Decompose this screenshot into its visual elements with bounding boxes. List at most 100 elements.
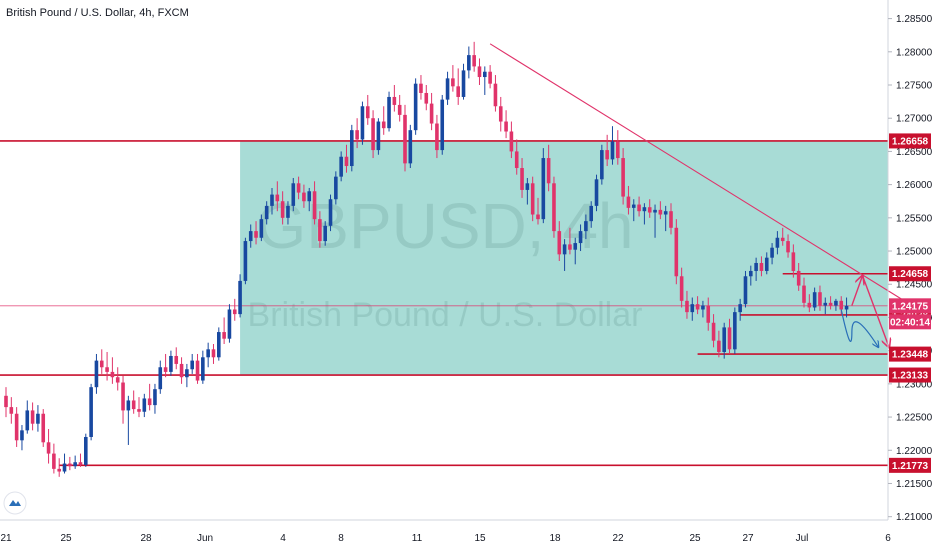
candle xyxy=(413,78,418,135)
candle-body xyxy=(738,304,742,313)
price-badge xyxy=(889,314,931,330)
candle xyxy=(296,176,301,200)
x-tick-label: 4 xyxy=(280,533,286,544)
candle xyxy=(807,294,812,313)
candle-body xyxy=(802,285,806,303)
price-badge-label: 1.23133 xyxy=(892,371,929,382)
candle xyxy=(142,393,147,418)
candle xyxy=(600,144,604,185)
candle xyxy=(381,106,386,135)
candle xyxy=(121,375,125,424)
candle xyxy=(89,383,93,441)
x-ticks: 21 25 28 Jun 4 8 11 15 18 22 25 27 Jul 6 xyxy=(0,533,891,544)
candle xyxy=(440,94,445,155)
candle-body xyxy=(371,118,375,151)
candle xyxy=(780,227,785,246)
candle xyxy=(594,174,599,212)
candle xyxy=(41,409,46,447)
candle-body xyxy=(355,130,359,140)
candle-body xyxy=(227,309,232,339)
candle-body xyxy=(658,209,663,215)
candle-body xyxy=(557,231,562,255)
x-tick-label: 6 xyxy=(885,533,891,544)
candle-body xyxy=(84,436,88,465)
candle xyxy=(796,262,801,291)
projection-up-arrow xyxy=(851,276,863,306)
candle xyxy=(791,244,796,278)
candle xyxy=(562,239,567,271)
candle-body xyxy=(605,150,609,160)
candle-body xyxy=(578,231,583,244)
candle-body xyxy=(153,389,157,406)
candle-body xyxy=(275,194,280,202)
candle-body xyxy=(142,398,147,412)
candle-body xyxy=(328,199,333,226)
candle xyxy=(637,196,641,217)
trendline-layer xyxy=(489,43,932,319)
candle-body xyxy=(217,332,221,358)
candle xyxy=(509,121,514,159)
candle-body xyxy=(30,410,35,424)
candle xyxy=(424,85,429,111)
candle xyxy=(201,350,205,384)
candle-body xyxy=(392,96,397,105)
candle xyxy=(365,94,370,125)
candle xyxy=(552,176,556,238)
candle-body xyxy=(594,179,599,206)
candle xyxy=(131,390,136,414)
candle-body xyxy=(610,141,615,160)
x-tick-label: 8 xyxy=(338,533,344,544)
support-resistance-zone xyxy=(240,140,888,376)
price-badge-label: 1.23448 xyxy=(892,350,929,361)
price-badge xyxy=(889,298,931,314)
candle-body xyxy=(759,262,764,271)
candle xyxy=(126,395,131,445)
candle xyxy=(163,353,168,378)
candle-body xyxy=(754,262,758,271)
candle xyxy=(642,203,647,225)
candle-body xyxy=(179,363,184,378)
candle xyxy=(195,353,200,384)
candle xyxy=(844,297,849,318)
candle-body xyxy=(823,302,828,306)
y-tick-label: 1.25000 xyxy=(896,247,932,258)
candle xyxy=(227,304,232,343)
candle xyxy=(663,205,668,232)
projection-down-arrow xyxy=(861,275,890,348)
y-tick-label: 1.22000 xyxy=(896,446,932,457)
candle-body xyxy=(477,66,482,78)
candle xyxy=(477,58,482,86)
candle xyxy=(392,85,397,112)
candle-body xyxy=(514,151,519,169)
candle xyxy=(355,118,359,149)
candle-body xyxy=(46,442,51,454)
candle-body xyxy=(663,211,668,215)
candle xyxy=(211,344,216,364)
candle xyxy=(57,458,61,477)
candle-body xyxy=(637,204,641,212)
tradingview-logo-icon[interactable] xyxy=(3,491,27,515)
candle xyxy=(350,124,354,172)
candle xyxy=(711,314,716,348)
candle xyxy=(254,221,258,245)
candle-body xyxy=(498,106,503,122)
x-tick-label: 28 xyxy=(140,533,152,544)
candle-body xyxy=(456,86,460,97)
candle-body xyxy=(62,463,67,472)
candle-body xyxy=(435,123,439,151)
candle-body xyxy=(844,305,849,310)
candle-body xyxy=(163,367,168,372)
candle-body xyxy=(185,369,189,378)
candle xyxy=(323,221,327,246)
candle-body xyxy=(25,410,30,431)
candle-body xyxy=(174,355,179,364)
candle xyxy=(110,357,115,384)
candle xyxy=(9,397,14,424)
candle-body xyxy=(296,183,301,193)
price-badges: 1.266581.246581.240381.234481.231331.217… xyxy=(889,133,931,473)
candle-body xyxy=(365,106,370,119)
candle xyxy=(328,194,333,232)
candle-body xyxy=(493,83,498,107)
y-tick-label: 1.23000 xyxy=(896,379,932,390)
candle-body xyxy=(568,244,572,250)
